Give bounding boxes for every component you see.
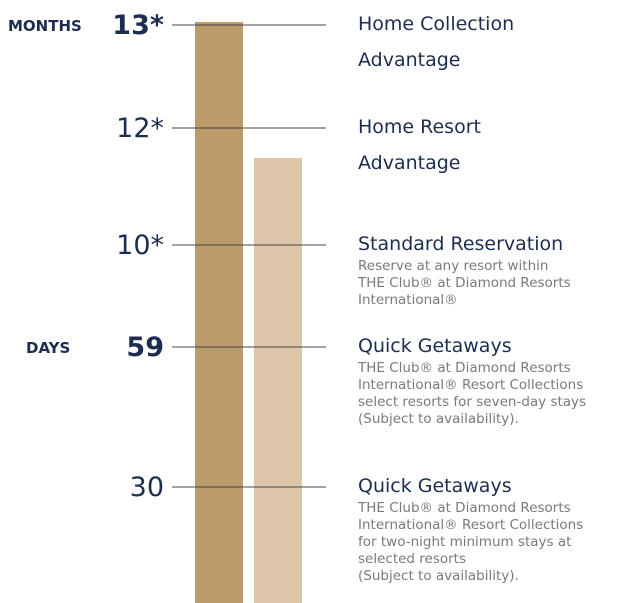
level-label: 13* [112,10,164,41]
level-description: select resorts for seven-day stays [358,394,586,410]
level-label: 10* [116,230,164,261]
level-title: Quick Getaways [358,335,512,357]
unit-label: DAYS [26,339,70,357]
level-description: THE Club® at Diamond Resorts [357,275,571,291]
level-description: THE Club® at Diamond Resorts [357,360,571,376]
level-label: 59 [126,332,164,363]
level-title: Home Collection [358,13,514,35]
level-title: Standard Reservation [358,233,563,255]
bar-light [254,158,302,603]
level-title: Home Resort [358,116,481,138]
unit-label: MONTHS [8,17,82,35]
bar-dark [195,22,243,603]
level-description: International® Resort Collections [358,517,583,533]
level-description: Reserve at any resort within [358,258,548,274]
level-title: Advantage [358,152,461,174]
level-description: (Subject to availability). [358,411,519,427]
level-title: Quick Getaways [358,475,512,497]
level-description: THE Club® at Diamond Resorts [357,500,571,516]
level-label: 12* [116,113,164,144]
level-description: for two-night minimum stays at [358,534,571,550]
level-description: International® Resort Collections [358,377,583,393]
level-description: International® [358,292,458,308]
level-title: Advantage [358,49,461,71]
level-description: (Subject to availability). [358,568,519,584]
level-label: 30 [130,472,164,503]
level-description: selected resorts [358,551,466,567]
